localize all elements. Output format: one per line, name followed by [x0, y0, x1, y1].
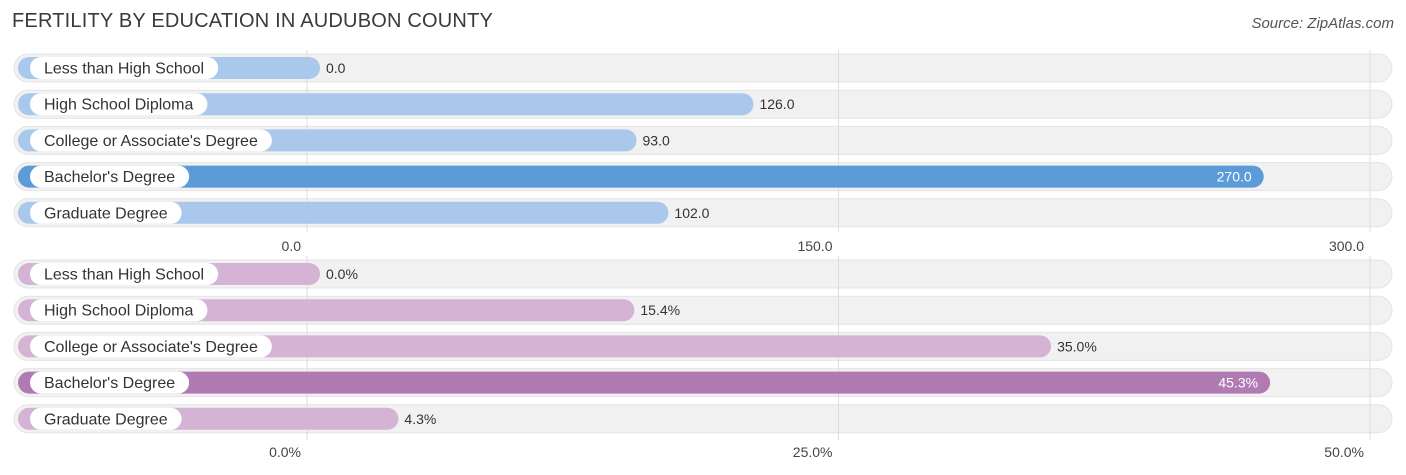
bar-college-or-associate-s-degree[interactable]	[18, 335, 1052, 358]
category-label: Graduate Degree	[44, 411, 168, 428]
bar-bachelor-s-degree[interactable]	[18, 165, 1264, 188]
value-label: 270.0	[1217, 169, 1252, 185]
tick-label: 50.0%	[1324, 444, 1364, 460]
chart-source: Source: ZipAtlas.com	[1251, 15, 1394, 32]
category-label: Less than High School	[44, 267, 204, 284]
value-label: 0.0%	[326, 266, 358, 282]
value-label: 4.3%	[404, 411, 436, 427]
value-label: 45.3%	[1218, 375, 1258, 391]
row-track	[13, 259, 1393, 289]
value-label: 0.0	[326, 60, 346, 76]
row-track	[13, 53, 1393, 83]
category-pill	[30, 407, 182, 430]
category-pill	[30, 165, 190, 188]
category-label: College or Associate's Degree	[44, 133, 258, 150]
bar-graduate-degree[interactable]	[18, 201, 669, 224]
category-pill	[30, 201, 182, 224]
category-pill	[30, 371, 190, 394]
chart-title: FERTILITY BY EDUCATION IN AUDUBON COUNTY	[12, 10, 494, 32]
bar-bachelor-s-degree[interactable]	[18, 371, 1271, 394]
chart-panel-2: Less than High School 0.0% High School Dip…	[13, 256, 1393, 460]
category-label: Bachelor's Degree	[44, 375, 175, 392]
category-label: College or Associate's Degree	[44, 339, 258, 356]
chart-panel-1: Less than High School 0.0 High School Dipl…	[13, 50, 1393, 254]
value-label: 126.0	[759, 96, 794, 112]
category-label: Less than High School	[44, 61, 204, 78]
value-label: 102.0	[674, 205, 709, 221]
category-pill	[30, 299, 208, 322]
category-pill	[30, 93, 208, 116]
tick-label: 0.0%	[269, 444, 301, 460]
category-label: High School Diploma	[44, 97, 194, 114]
value-label: 15.4%	[640, 302, 680, 318]
category-pill	[30, 57, 219, 79]
category-label: Graduate Degree	[44, 205, 168, 222]
category-pill	[30, 335, 272, 358]
tick-label: 0.0	[282, 238, 302, 254]
value-label: 35.0%	[1057, 338, 1097, 354]
category-label: High School Diploma	[44, 303, 194, 320]
tick-label: 25.0%	[793, 444, 833, 460]
tick-label: 150.0	[797, 238, 832, 254]
category-label: Bachelor's Degree	[44, 169, 175, 186]
tick-label: 300.0	[1329, 238, 1364, 254]
value-label: 93.0	[643, 132, 670, 148]
category-pill	[30, 129, 272, 152]
category-pill	[30, 263, 219, 285]
